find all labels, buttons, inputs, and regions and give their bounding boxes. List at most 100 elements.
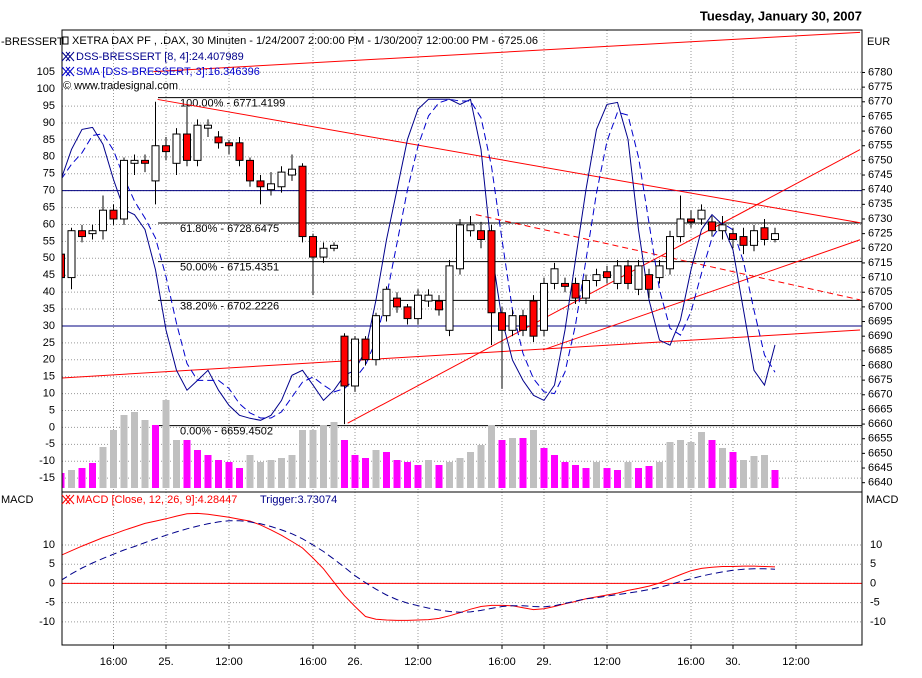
y2-tick-label: 6685 — [868, 345, 892, 357]
volume-bar — [540, 448, 548, 488]
y2-tick-label: 6740 — [868, 184, 892, 196]
candle-body — [571, 282, 580, 299]
candle-body — [414, 294, 422, 320]
volume-bar — [740, 460, 747, 488]
legend-entry: MACD [Close, 12, 26, 9]:4.28447 — [76, 494, 237, 506]
y2-tick-label: 6645 — [868, 462, 892, 474]
fib-label: 38.20% - 6702.2226 — [180, 300, 279, 312]
volume-bar — [729, 452, 737, 488]
macd-axis-title: MACD — [1, 494, 33, 506]
candle-body — [120, 159, 128, 220]
candle-body — [508, 315, 517, 331]
candle-body — [771, 233, 779, 240]
volume-bar — [551, 455, 558, 488]
candle-body — [309, 236, 317, 258]
candle-body — [99, 209, 107, 232]
y2-tick-label: 6730 — [868, 213, 892, 225]
y2-tick-label: 6680 — [868, 359, 892, 371]
y2-tick-label: 6735 — [868, 198, 892, 210]
x-tick-label: 30. — [725, 656, 740, 668]
legend-icon — [61, 66, 75, 77]
candle-body — [382, 288, 391, 317]
fib-label: 61.80% - 6728.6475 — [180, 223, 279, 235]
volume-bar — [99, 447, 107, 488]
candle-body — [466, 224, 475, 232]
candle-body — [88, 230, 97, 235]
y-tick-label: 25 — [43, 337, 55, 349]
date-title: Tuesday, January 30, 2007 — [700, 8, 862, 23]
y-tick-label: 105 — [37, 66, 55, 78]
y-tick-label: 55 — [43, 235, 55, 247]
volume-bar — [666, 442, 674, 488]
volume-bar — [477, 445, 485, 488]
macd-tick-label: 5 — [870, 558, 876, 570]
candle-body — [624, 265, 632, 284]
fib-label: 0.00% - 6659.4502 — [180, 426, 273, 438]
y2-tick-label: 6640 — [868, 477, 892, 489]
candle-body — [645, 274, 653, 290]
candle-body — [445, 265, 454, 331]
volume-bar — [236, 468, 243, 488]
volume-bar — [561, 462, 569, 488]
y-tick-label: -5 — [45, 438, 55, 450]
y-tick-label: 95 — [43, 100, 55, 112]
y-tick-label: 5 — [49, 404, 55, 416]
volume-bar — [383, 452, 390, 488]
volume-bar — [173, 440, 180, 488]
fib-label: 50.00% - 6715.4351 — [180, 262, 279, 274]
candle-body — [687, 218, 695, 223]
candle-body — [141, 159, 149, 164]
y2-tick-label: 6715 — [868, 257, 892, 269]
candle-body — [267, 183, 275, 191]
candle-body — [603, 271, 611, 279]
y2-tick-label: 6725 — [868, 228, 892, 240]
candle-body — [498, 312, 506, 331]
y2-tick-label: 6660 — [868, 418, 892, 430]
candle-body — [750, 230, 758, 246]
plot-frame — [61, 29, 863, 646]
candle-body — [655, 265, 664, 279]
volume-bar — [320, 425, 327, 488]
x-tick-label: 26. — [347, 656, 362, 668]
y-tick-label: 75 — [43, 168, 55, 180]
volume-bar — [215, 460, 222, 488]
candle-body — [634, 265, 643, 290]
macd-legend: MACD MACD MACD [Close, 12, 26, 9]:4.2844… — [1, 494, 898, 506]
volume-bar — [225, 462, 233, 488]
candle-body — [372, 315, 380, 361]
volume-bar — [267, 460, 275, 488]
volume-bar — [351, 455, 359, 488]
candle-body — [130, 159, 139, 164]
candle-body — [676, 218, 685, 238]
candle-body — [214, 136, 223, 144]
trendline — [475, 214, 861, 301]
y-tick-label: 45 — [43, 269, 55, 281]
x-tick-label: 12:00 — [215, 656, 243, 668]
candle-body — [298, 165, 307, 238]
indicator-line — [62, 512, 776, 621]
candle-body — [760, 227, 769, 240]
candle-body — [351, 338, 359, 387]
volume-bar — [719, 448, 726, 488]
candle-body — [151, 145, 160, 182]
y-tick-label: -10 — [39, 455, 55, 467]
volume-bar — [246, 455, 254, 488]
macd-tick-label: -5 — [45, 597, 55, 609]
trendline — [347, 149, 861, 424]
y-tick-label: 90 — [43, 117, 55, 129]
volume-bar — [635, 468, 642, 488]
volume-bar — [341, 440, 348, 488]
indicator-line — [62, 98, 776, 421]
macd-tick-label: 5 — [49, 558, 55, 570]
macd-panel — [62, 512, 862, 621]
candle-body — [235, 142, 244, 161]
candle-body — [62, 253, 65, 279]
y2-tick-label: 6690 — [868, 330, 892, 342]
y-tick-label: 100 — [37, 83, 55, 95]
macd-tick-label: 0 — [49, 577, 55, 589]
volume-bar — [750, 456, 758, 488]
legend-icon — [61, 51, 75, 62]
candle-body — [277, 171, 286, 188]
candle-body — [340, 335, 349, 387]
